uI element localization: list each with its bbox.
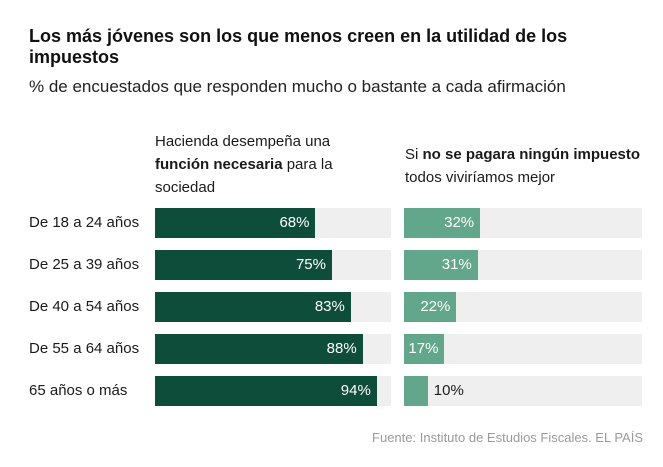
bar [404,250,478,280]
bar [155,334,363,364]
data-label: 31% [441,256,472,273]
category-label: De 40 a 54 años [29,298,140,315]
data-label: 22% [420,298,451,315]
data-label: 17% [408,340,439,357]
category-label: De 18 a 24 años [29,214,140,231]
data-label: 75% [295,256,326,273]
data-label: 94% [340,382,371,399]
category-label: De 55 a 64 años [29,340,140,357]
category-label: De 25 a 39 años [29,256,140,273]
data-label: 83% [314,298,345,315]
bar [155,250,332,280]
bar [155,376,377,406]
header-right-before: Si [405,146,423,163]
data-label: 68% [279,214,310,231]
chart-title: Los más jóvenes son los que menos creen … [29,26,568,67]
header-right-after: todos viviríamos mejor [405,169,556,186]
header-left-before: Hacienda desempeña una [155,133,331,150]
bar [404,292,457,322]
data-label: 88% [326,340,357,357]
series-header-sin-impuestos: Si no se pagara ningún impuesto todos vi… [405,143,655,189]
category-label: 65 años o más [29,382,128,399]
header-right-bold: no se pagara ningún impuesto [422,146,641,163]
source-note: Fuente: Instituto de Estudios Fiscales. … [372,430,643,445]
chart-subtitle: % de encuestados que responden mucho o b… [29,77,566,96]
bar [155,292,351,322]
header-left-bold: función necesaria [155,156,283,173]
bar-track [404,376,642,406]
bar [155,208,316,238]
bar [404,208,481,238]
bar [404,334,445,364]
data-label: 10% [433,382,464,399]
header-left-after: para la sociedad [155,156,333,196]
bar [404,376,428,406]
data-label: 32% [444,214,475,231]
series-header-funcion-necesaria: Hacienda desempeña una función necesaria… [155,130,385,199]
